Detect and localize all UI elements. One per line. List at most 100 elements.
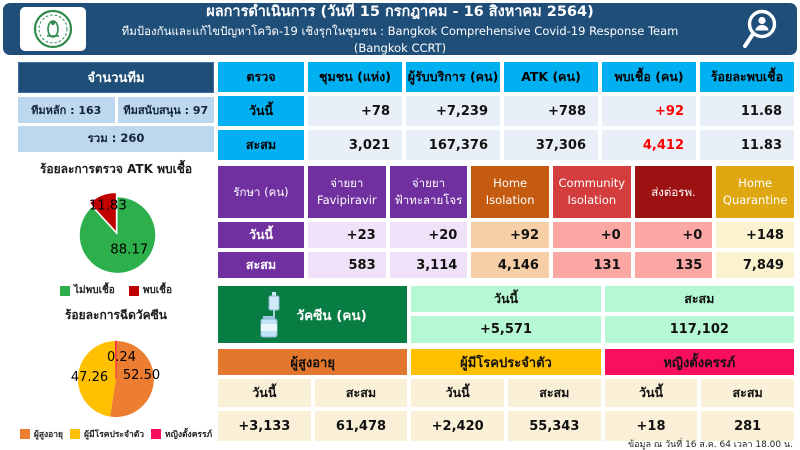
legend-swatch-gold [70,429,81,439]
header-titles: ผลการดำเนินการ (วันที่ 15 กรกฎาคม - 16 ส… [3,2,797,55]
vaccine-cumulative-value: 117,102 [604,316,794,343]
cell-today-positive: +92 [602,96,696,126]
vaccine-pie-value-chronic: 47.26 [71,370,108,385]
chronic-today-value: +2,420 [411,411,504,441]
vaccine-pie-slice-elderly [110,341,154,417]
treatment-table: รักษา (คน) จ่ายยา Favipiravir จ่ายยา ฟ้าทะ… [218,166,794,278]
legend-swatch-red [128,285,139,296]
vaccine-pie-legend: ผู้สูงอายุ ผู้มีโรคประจำตัว หญิงตั้งครรภ… [18,427,214,441]
col-header-positive: พบเชื้อ (คน) [602,62,696,92]
group-header-elderly: ผู้สูงอายุ [218,349,408,375]
data-timestamp: ข้อมูล ณ วันที่ 16 ส.ค. 64 เวลา 18.00 น. [628,440,793,450]
vaccine-pie-value-elderly: 52.50 [123,368,160,383]
chronic-cumulative-label: สะสม [507,379,601,407]
cell-today-favipiravir: +23 [308,222,386,248]
vaccine-pie-slice-pregnant [115,340,117,380]
vaccine-pie-chart: 52.50 47.26 0.24 [18,325,214,429]
legend-swatch-pink [151,429,162,439]
vaccine-section: วัคซีน (คน) วันนี้ สะสม +5,571 117,102 [218,286,794,343]
vaccine-groups: ผู้สูงอายุ ผู้มีโรคประจำตัว หญิงตั้งครรภ… [218,349,794,441]
magnifier-person-icon [733,7,785,53]
chronic-cumulative-value: 55,343 [507,411,601,441]
legend-label-elderly: ผู้สูงอายุ [33,430,64,440]
vaccine-cumulative-header: สะสม [604,286,794,312]
cell-today-referral: +0 [634,222,713,248]
main-teams-count: ทีมหลัก : 163 [18,97,115,123]
cell-today-atk: +788 [504,96,598,126]
cell-today-service-users: +7,239 [406,96,500,126]
header-bar: ผลการดำเนินการ (วันที่ 15 กรกฎาคม - 16 ส… [3,3,797,55]
cell-cum-positive: 4,412 [602,130,696,160]
cell-cum-home-isolation: 4,146 [471,252,549,278]
col-header-herbal: จ่ายยา ฟ้าทะลายโจร [389,166,468,218]
cell-cum-community-isolation: 131 [552,252,631,278]
row-label-cumulative: สะสม [218,252,304,278]
cell-cum-herbal: 3,114 [389,252,468,278]
elderly-cumulative-value: 61,478 [314,411,408,441]
legend-label-chronic: ผู้มีโรคประจำตัว [84,430,145,440]
atk-pie-chart: 88.17 11.83 [18,179,214,285]
cell-cum-percent: 11.83 [700,130,794,160]
support-teams-count: ทีมสนับสนุน : 97 [117,97,214,123]
atk-pie-title: ร้อยละการตรวจ ATK พบเชื้อ [39,162,193,176]
pregnant-today-value: +18 [604,411,698,441]
col-header-treatment: รักษา (คน) [218,166,304,218]
elderly-cumulative-label: สะสม [314,379,408,407]
cell-cum-atk: 37,306 [504,130,598,160]
vaccine-today-header: วันนี้ [411,286,601,312]
atk-pie-value-positive: 11.83 [89,199,127,214]
legend-swatch-orange [19,429,30,439]
vaccine-panel: วัคซีน (คน) [218,286,408,343]
cell-today-home-quarantine: +148 [716,222,794,248]
vaccine-title: วัคซีน (คน) [296,307,367,324]
page-subtitle: ทีมป้องกันและแก้ไขปัญหาโควิด-19 เชิงรุกใ… [121,24,679,55]
teams-title: จำนวนทีม [18,62,214,93]
cell-today-community-isolation: +0 [552,222,631,248]
atk-pie-slice-negative [79,197,156,273]
group-header-chronic: ผู้มีโรคประจำตัว [411,349,601,375]
cell-cum-service-users: 167,376 [406,130,500,160]
legend-label-pregnant: หญิงตั้งครรภ์ [165,430,213,440]
bma-seal-logo [20,7,86,51]
cell-today-percent: 11.68 [700,96,794,126]
col-header-test: ตรวจ [218,62,304,92]
sidebar: จำนวนทีม ทีมหลัก : 163 ทีมสนับสนุน : 97 … [18,62,214,441]
cell-cum-favipiravir: 583 [308,252,386,278]
testing-table: ตรวจ ชุมชน (แห่ง) ผู้รับบริการ (คน) ATK … [218,62,794,160]
total-teams-count: รวม : 260 [18,126,214,152]
group-header-pregnant: หญิงตั้งครรภ์ [604,349,794,375]
atk-pie-value-negative: 88.17 [110,242,148,257]
col-header-percent-positive: ร้อยละพบเชื้อ [700,62,794,92]
col-header-service-users: ผู้รับบริการ (คน) [406,62,500,92]
vaccine-pie-slice-chronic [77,341,116,417]
col-header-home-isolation: Home Isolation [471,166,549,218]
vaccine-pie-title: ร้อยละการฉีดวัคซีน [64,308,167,322]
legend-label-negative: ไม่พบเชื้อ [74,285,115,296]
col-header-communities: ชุมชน (แห่ง) [308,62,402,92]
row-label-today: วันนี้ [218,222,304,248]
legend-label-positive: พบเชื้อ [142,285,172,296]
cell-today-home-isolation: +92 [471,222,549,248]
col-header-community-isolation: Community Isolation [552,166,631,218]
elderly-today-label: วันนี้ [218,379,311,407]
row-label-today: วันนี้ [218,96,304,126]
cell-cum-home-quarantine: 7,849 [716,252,794,278]
col-header-home-quarantine: Home Quarantine [716,166,794,218]
atk-pie-slice-positive [90,193,116,231]
vaccine-pie-value-pregnant: 0.24 [107,350,136,365]
atk-pie-legend: ไม่พบเชื้อ พบเชื้อ [18,283,214,298]
cell-today-communities: +78 [308,96,402,126]
main-content: ตรวจ ชุมชน (แห่ง) ผู้รับบริการ (คน) ATK … [218,62,794,441]
cell-today-herbal: +20 [389,222,468,248]
col-header-favipiravir: จ่ายยา Favipiravir [308,166,386,218]
pregnant-today-label: วันนี้ [604,379,698,407]
pregnant-cumulative-label: สะสม [701,379,794,407]
elderly-today-value: +3,133 [218,411,311,441]
cell-cum-communities: 3,021 [308,130,402,160]
vaccine-today-value: +5,571 [411,316,601,343]
syringe-vial-icon [260,291,279,337]
pregnant-cumulative-value: 281 [701,411,794,441]
col-header-atk: ATK (คน) [504,62,598,92]
bma-seal-icon [33,9,73,49]
